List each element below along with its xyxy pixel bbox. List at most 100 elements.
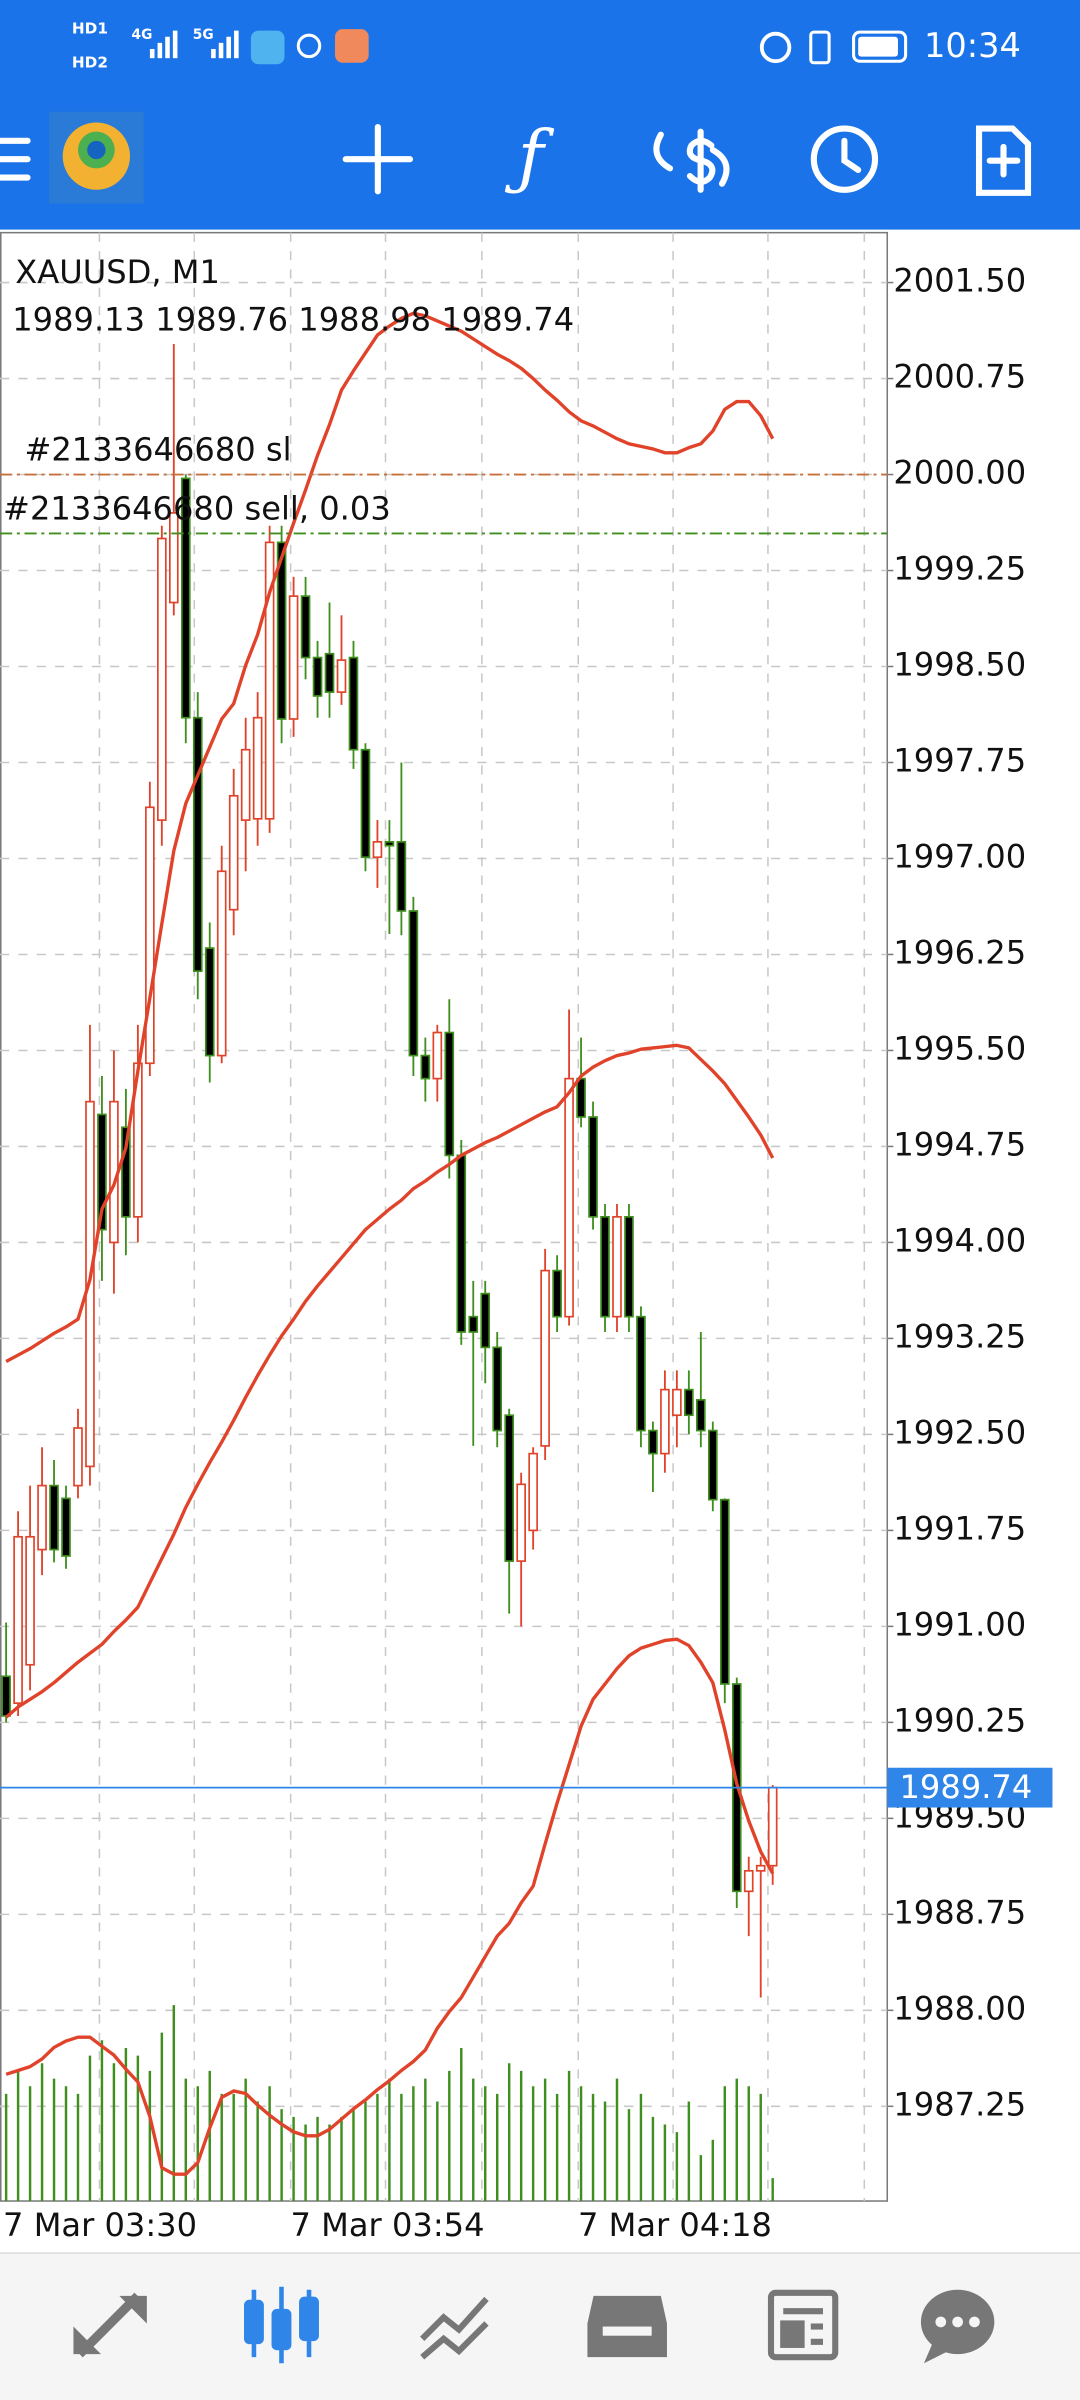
candle-body: [97, 1113, 107, 1231]
y-tick-label: 1991.75: [893, 1509, 1026, 1547]
low-value: 1988.98: [298, 300, 431, 338]
y-tick-label: 2000.75: [893, 358, 1026, 396]
candle-body: [564, 1077, 574, 1318]
candle-body: [1, 1675, 11, 1717]
templates-button[interactable]: [975, 125, 1032, 196]
bollinger-bands: [5, 311, 775, 2176]
candle-body: [660, 1388, 670, 1455]
signal-icon: [211, 30, 239, 59]
y-tick-label: 1991.00: [893, 1605, 1026, 1643]
candle-body: [324, 652, 335, 693]
candle-body: [648, 1429, 658, 1455]
y-tick-label: 1997.00: [893, 837, 1026, 875]
close-value: 1989.74: [441, 300, 574, 338]
app-logo[interactable]: [48, 111, 144, 204]
candle-body: [576, 1077, 586, 1118]
news-tab[interactable]: [767, 2289, 839, 2361]
candle-body: [61, 1497, 71, 1557]
candle-body: [743, 1869, 754, 1893]
network-label: 5G: [193, 27, 214, 43]
y-tick-label: 1988.00: [893, 1989, 1026, 2027]
battery-icon: [852, 30, 908, 63]
y-tick-label: 2001.50: [893, 262, 1026, 300]
signal-icon: [149, 30, 178, 59]
candle-body: [719, 1498, 730, 1685]
candle-body: [145, 806, 155, 1065]
candle-body: [468, 1315, 479, 1333]
order-label: #2133646680 sell, 0.03: [3, 489, 391, 527]
candle-body: [492, 1346, 503, 1432]
candle-body: [480, 1292, 491, 1349]
sim-label: HD1: [72, 20, 108, 38]
app-header: [0, 0, 1080, 230]
band-upper: [5, 311, 775, 1363]
candle-body: [204, 947, 215, 1057]
battery-level: [858, 36, 898, 57]
y-tick-label: 1994.00: [893, 1221, 1026, 1259]
candle-body: [600, 1215, 610, 1318]
candle-body: [25, 1535, 35, 1666]
band-middle: [5, 1043, 775, 1719]
candle-body: [157, 537, 167, 821]
price-axis: 2001.50 2000.75 2000.00 1999.25 1998.50 1997.…: [887, 262, 1053, 2123]
nav-background: [0, 2253, 1080, 2400]
candle-body: [552, 1269, 562, 1318]
clock: 10:34: [924, 26, 1021, 65]
periods-button[interactable]: [810, 125, 879, 193]
app-notification-icon: [250, 30, 285, 65]
menu-button[interactable]: [0, 137, 31, 181]
x-tick-label: 7 Mar 04:18: [578, 2206, 772, 2244]
candle-body: [612, 1215, 622, 1318]
band-lower: [5, 1637, 775, 2176]
candle-body: [408, 910, 419, 1057]
price-label-box: [887, 1767, 1053, 1808]
crosshair-button[interactable]: [342, 123, 414, 195]
candle-body: [755, 1864, 766, 1872]
x-tick-label: 7 Mar 03:54: [291, 2206, 485, 2244]
candle-body: [624, 1215, 634, 1318]
app-notification-icon: [335, 29, 369, 63]
candle-body: [396, 841, 407, 912]
y-tick-label: 1993.25: [893, 1317, 1026, 1355]
trade-tab[interactable]: [420, 2296, 489, 2360]
candle-body: [588, 1116, 598, 1218]
trade-button[interactable]: [653, 128, 730, 193]
chart-tab[interactable]: [243, 2286, 319, 2364]
network-label: 4G: [132, 27, 153, 43]
chats-tab[interactable]: [920, 2289, 995, 2364]
y-tick-label: 1988.75: [893, 1893, 1026, 1931]
candle-body: [300, 595, 311, 659]
candle-body: [276, 541, 287, 720]
candle-body: [384, 841, 395, 847]
candle-body: [252, 716, 263, 820]
alarm-icon: [759, 31, 792, 64]
open-value: 1989.13: [12, 300, 145, 338]
status-bar: HD1 HD2 4G 5G 10:34: [72, 20, 1021, 72]
candle-body: [504, 1414, 515, 1562]
candle-body: [73, 1427, 83, 1487]
y-tick-label: 1996.25: [893, 933, 1026, 971]
candle-body: [312, 656, 323, 697]
vibrate-icon: [809, 30, 831, 65]
history-tab[interactable]: [587, 2295, 667, 2358]
app-notification-icon: [296, 33, 322, 59]
y-tick-label: 1995.50: [893, 1029, 1026, 1067]
y-tick-label: 1987.25: [893, 2085, 1026, 2123]
candle-body: [444, 1031, 455, 1157]
ohlc-readout: 1989.13 1989.76 1988.98 1989.74: [12, 300, 574, 338]
candle-body: [37, 1484, 47, 1551]
time-axis: 7 Mar 03:30 7 Mar 03:54 7 Mar 04:18: [3, 2206, 772, 2244]
candle-body: [192, 716, 203, 972]
candle-body: [456, 1154, 467, 1333]
y-tick-label: 1999.25: [893, 550, 1026, 588]
candle-body: [336, 659, 347, 693]
candle-body: [264, 541, 275, 820]
candle-body: [420, 1054, 431, 1080]
candle-body: [49, 1484, 59, 1551]
y-tick-label: 2000.00: [893, 454, 1026, 492]
candle-body: [228, 794, 239, 911]
x-tick-label: 7 Mar 03:30: [3, 2206, 197, 2244]
candle-body: [216, 870, 227, 1057]
